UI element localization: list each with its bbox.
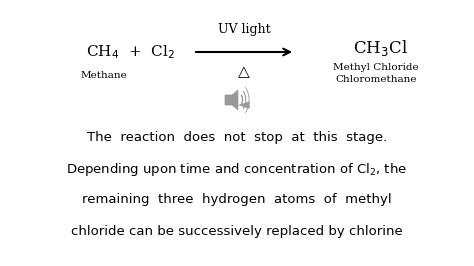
Text: CH$_4$  +  Cl$_2$: CH$_4$ + Cl$_2$ <box>85 43 174 61</box>
Text: Chloromethane: Chloromethane <box>335 76 417 85</box>
Text: ◄: ◄ <box>238 98 250 113</box>
Text: chloride can be successively replaced by chlorine: chloride can be successively replaced by… <box>71 226 403 239</box>
Text: Depending upon time and concentration of Cl$_2$, the: Depending upon time and concentration of… <box>66 161 408 178</box>
Text: CH$_3$Cl: CH$_3$Cl <box>353 38 407 58</box>
Text: Methane: Methane <box>81 70 128 80</box>
Polygon shape <box>225 90 238 110</box>
Text: UV light: UV light <box>218 23 270 36</box>
Text: remaining  three  hydrogen  atoms  of  methyl: remaining three hydrogen atoms of methyl <box>82 193 392 206</box>
Text: The  reaction  does  not  stop  at  this  stage.: The reaction does not stop at this stage… <box>87 131 387 144</box>
Text: Methyl Chloride: Methyl Chloride <box>333 64 419 73</box>
Text: △: △ <box>238 65 250 79</box>
